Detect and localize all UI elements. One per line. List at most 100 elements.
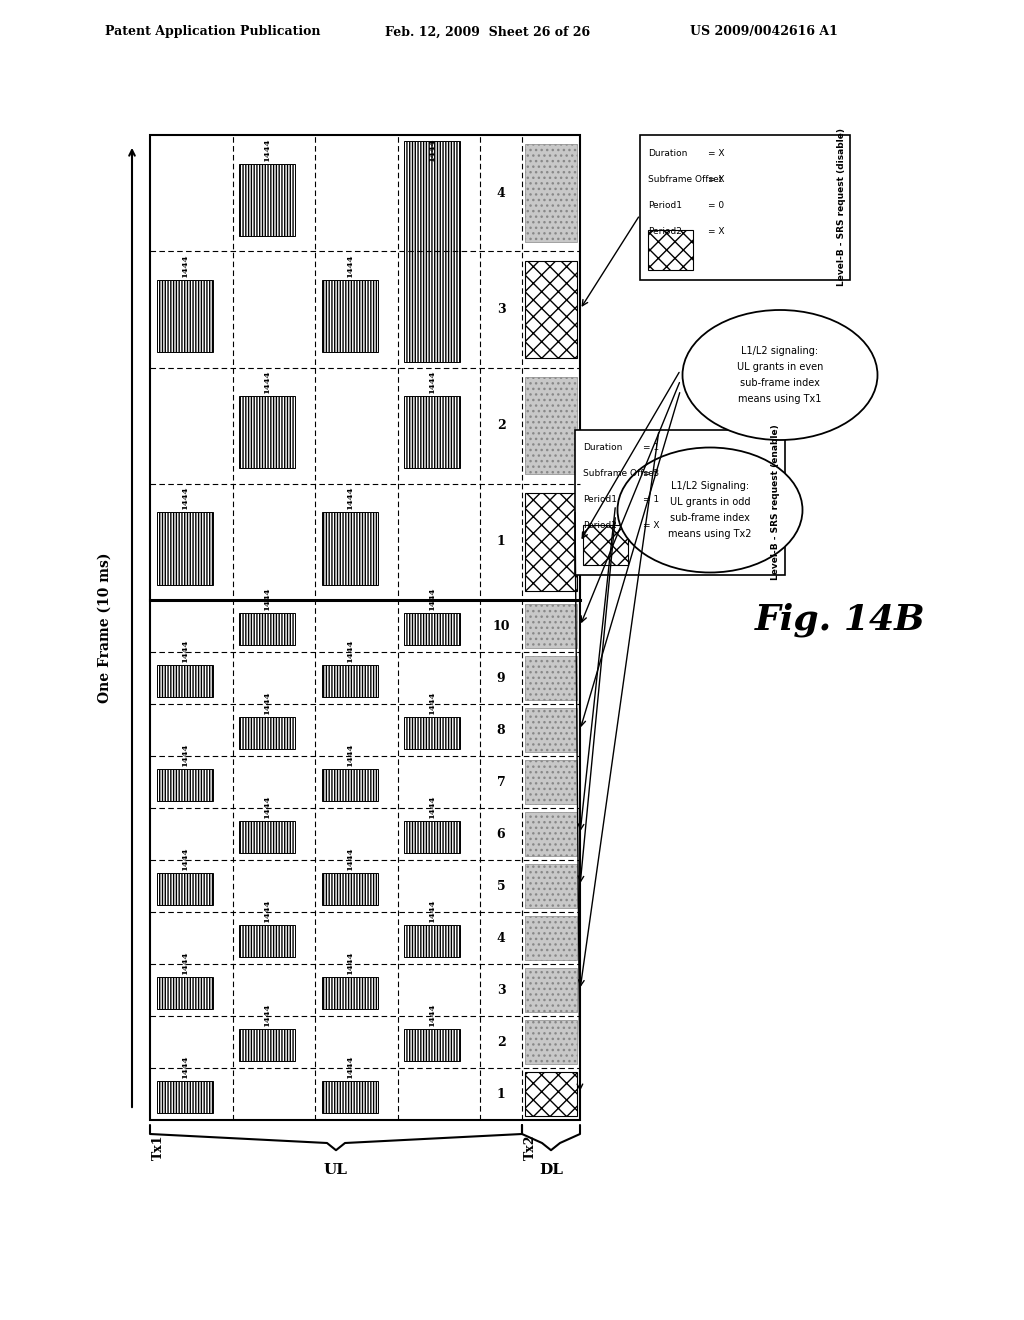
- Bar: [157, 665, 213, 697]
- Text: 1: 1: [497, 1088, 506, 1101]
- Text: Level-B - SRS request (enable): Level-B - SRS request (enable): [771, 425, 780, 581]
- Text: L1/L2 signaling:: L1/L2 signaling:: [741, 346, 818, 356]
- Text: 1444: 1444: [346, 255, 353, 279]
- Bar: [157, 977, 213, 1008]
- Text: = 1: = 1: [643, 495, 659, 504]
- Bar: [525, 260, 578, 358]
- Bar: [404, 612, 460, 645]
- Text: means using Tx2: means using Tx2: [669, 529, 752, 539]
- Bar: [239, 925, 295, 957]
- Bar: [525, 865, 578, 908]
- Text: 8: 8: [497, 723, 505, 737]
- Text: 5: 5: [497, 879, 505, 892]
- Bar: [525, 605, 578, 648]
- Bar: [525, 968, 578, 1012]
- Text: means using Tx1: means using Tx1: [738, 393, 821, 404]
- Text: 2: 2: [497, 420, 506, 432]
- Text: 1444: 1444: [263, 692, 271, 715]
- Text: UL grants in odd: UL grants in odd: [670, 498, 751, 507]
- Text: Fig. 14B: Fig. 14B: [755, 603, 926, 638]
- Text: Subframe Offset: Subframe Offset: [648, 174, 722, 183]
- Text: Period1: Period1: [648, 201, 682, 210]
- Text: sub-frame index: sub-frame index: [740, 378, 820, 388]
- Text: 1444: 1444: [346, 743, 353, 767]
- Bar: [525, 916, 578, 960]
- Bar: [525, 708, 578, 752]
- Text: 1444: 1444: [263, 371, 271, 395]
- Bar: [157, 280, 213, 352]
- Bar: [525, 1072, 578, 1115]
- Text: Period2: Period2: [583, 521, 616, 531]
- Ellipse shape: [617, 447, 803, 573]
- Text: One Frame (10 ms): One Frame (10 ms): [98, 552, 112, 702]
- Bar: [239, 717, 295, 748]
- Bar: [404, 396, 460, 469]
- Text: Period1: Period1: [583, 495, 617, 504]
- Bar: [404, 821, 460, 853]
- Bar: [322, 512, 378, 585]
- Bar: [150, 135, 580, 1119]
- Bar: [525, 812, 578, 855]
- Text: Tx2: Tx2: [524, 1135, 537, 1160]
- Text: 4: 4: [497, 186, 506, 199]
- Text: 1444: 1444: [263, 1003, 271, 1027]
- Bar: [322, 280, 378, 352]
- Bar: [322, 665, 378, 697]
- Text: 1444: 1444: [428, 796, 436, 818]
- Bar: [525, 376, 578, 474]
- Text: 1444: 1444: [428, 899, 436, 923]
- Text: = 1: = 1: [643, 444, 659, 453]
- Text: 1444: 1444: [180, 255, 188, 279]
- Text: Tx1: Tx1: [152, 1135, 165, 1160]
- Bar: [404, 1028, 460, 1061]
- Bar: [239, 612, 295, 645]
- Text: Duration: Duration: [583, 444, 623, 453]
- Bar: [648, 230, 693, 271]
- Text: 1444: 1444: [346, 639, 353, 663]
- Text: 3: 3: [497, 983, 505, 997]
- Text: = X: = X: [708, 227, 725, 235]
- Text: 1444: 1444: [428, 371, 436, 395]
- Bar: [157, 873, 213, 906]
- Bar: [525, 144, 578, 242]
- Bar: [404, 164, 460, 236]
- Text: 3: 3: [497, 302, 505, 315]
- Text: Feb. 12, 2009  Sheet 26 of 26: Feb. 12, 2009 Sheet 26 of 26: [385, 25, 590, 38]
- Text: UL: UL: [324, 1163, 348, 1177]
- Text: 1444: 1444: [180, 847, 188, 871]
- Text: = X: = X: [643, 521, 659, 531]
- Text: 1444: 1444: [263, 587, 271, 611]
- Text: 1444: 1444: [263, 796, 271, 818]
- Text: US 2009/0042616 A1: US 2009/0042616 A1: [690, 25, 838, 38]
- Text: Subframe Offset: Subframe Offset: [583, 470, 657, 479]
- Text: = X: = X: [708, 149, 725, 157]
- Bar: [322, 768, 378, 801]
- Bar: [239, 1028, 295, 1061]
- Text: = X: = X: [708, 174, 725, 183]
- Bar: [575, 430, 785, 576]
- Bar: [583, 525, 628, 565]
- Ellipse shape: [683, 310, 878, 440]
- Text: 7: 7: [497, 776, 506, 788]
- Text: L1/L2 Signaling:: L1/L2 Signaling:: [671, 480, 750, 491]
- Text: UL grants in even: UL grants in even: [737, 362, 823, 372]
- Text: 1444: 1444: [346, 952, 353, 975]
- Bar: [322, 1081, 378, 1113]
- Bar: [157, 512, 213, 585]
- Text: 1444: 1444: [428, 587, 436, 611]
- Bar: [239, 164, 295, 236]
- Text: 1444: 1444: [428, 1003, 436, 1027]
- Bar: [157, 1081, 213, 1113]
- Bar: [404, 141, 460, 362]
- Bar: [404, 925, 460, 957]
- Text: Period2: Period2: [648, 227, 682, 235]
- Text: = 0: = 0: [708, 201, 724, 210]
- Text: 4: 4: [497, 932, 506, 945]
- Text: 1444: 1444: [346, 487, 353, 511]
- Bar: [239, 396, 295, 469]
- Bar: [157, 768, 213, 801]
- Text: sub-frame index: sub-frame index: [670, 513, 750, 523]
- Text: 1444: 1444: [346, 847, 353, 871]
- Text: 1444: 1444: [428, 139, 436, 162]
- Bar: [525, 760, 578, 804]
